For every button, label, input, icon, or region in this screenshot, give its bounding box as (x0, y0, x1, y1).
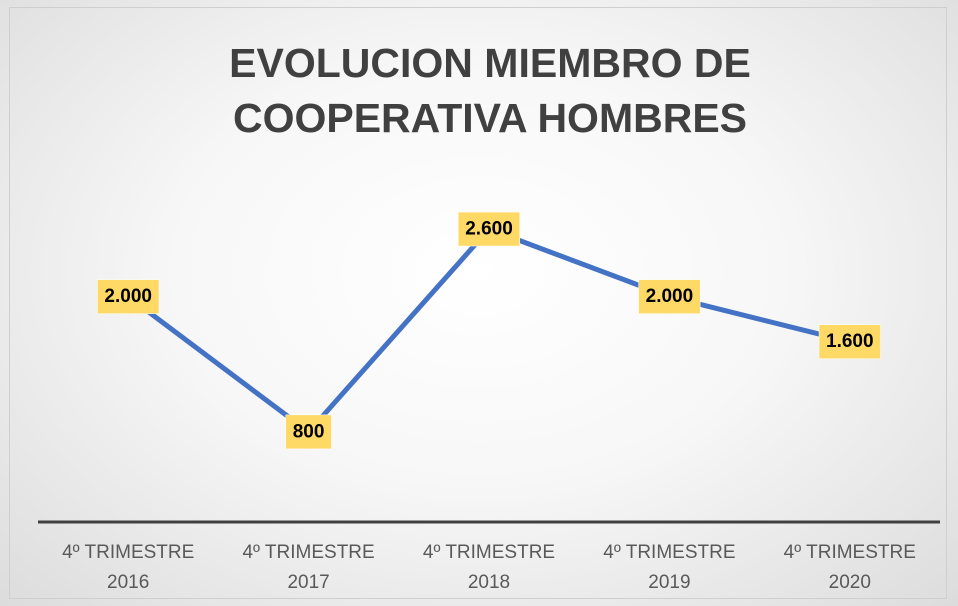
data-label: 2.000 (104, 286, 152, 307)
data-label: 2.600 (465, 219, 513, 240)
data-label: 2.000 (646, 286, 694, 307)
data-label-box (638, 279, 701, 314)
data-label-box (285, 414, 332, 450)
chart-title: EVOLUCION MIEMBRO DE COOPERATIVA HOMBRES (229, 40, 751, 141)
x-tick-label: 4º TRIMESTRE 2019 (603, 542, 736, 593)
x-tick-label: 4º TRIMESTRE 2020 (783, 542, 916, 593)
x-tick-label: 4º TRIMESTRE 2017 (242, 542, 375, 593)
data-label-box (97, 279, 160, 314)
data-label: 1.600 (826, 331, 874, 352)
chart-border (9, 7, 947, 599)
x-tick-label: 4º TRIMESTRE 2018 (422, 542, 556, 593)
line (126, 226, 851, 435)
data-label-box (818, 324, 881, 359)
data-label: 800 (293, 421, 325, 442)
x-tick-label: 4º TRIMESTRE 2016 (62, 542, 195, 593)
data-label-box (457, 211, 521, 247)
